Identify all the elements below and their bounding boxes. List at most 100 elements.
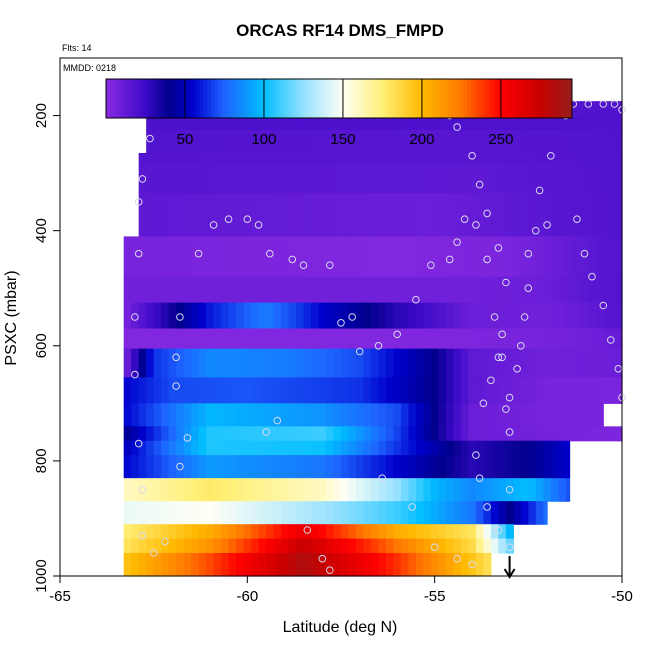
heatmap-cell <box>281 377 290 404</box>
heatmap-cell <box>236 302 245 330</box>
heatmap-cell <box>460 538 469 554</box>
heatmap-cell <box>213 193 222 238</box>
heatmap-cell <box>483 115 492 131</box>
heatmap-cell <box>161 115 170 131</box>
heatmap-cell <box>221 440 230 456</box>
heatmap-cell <box>385 276 395 304</box>
heatmap-cell <box>228 552 237 577</box>
heatmap-cell <box>348 440 357 456</box>
colorbar-segment <box>133 79 138 118</box>
heatmap-cell <box>385 478 395 502</box>
heatmap-cell <box>438 440 447 456</box>
heatmap-cell <box>251 377 260 404</box>
heatmap-cell <box>408 377 417 404</box>
heatmap-cell <box>513 501 522 525</box>
heatmap-cell <box>341 276 350 304</box>
heatmap-cell <box>146 501 155 525</box>
heatmap-cell <box>123 302 132 330</box>
heatmap-cell <box>453 236 462 278</box>
heatmap-cell <box>438 302 447 330</box>
heatmap-cell <box>535 328 544 350</box>
heatmap-cell <box>131 552 140 577</box>
heatmap-cell <box>370 236 380 278</box>
heatmap-cell <box>176 538 185 554</box>
heatmap-cell <box>445 302 454 330</box>
heatmap-cell <box>468 377 477 404</box>
heatmap-cell <box>595 328 604 350</box>
heatmap-cell <box>153 152 162 166</box>
heatmap-cell <box>243 538 252 554</box>
heatmap-cell <box>438 276 447 304</box>
heatmap-cell <box>513 164 522 194</box>
heatmap-cell <box>483 440 492 456</box>
heatmap-cell <box>363 129 372 154</box>
heatmap-cell <box>475 164 484 194</box>
heatmap-cell <box>303 276 312 304</box>
heatmap-cell <box>131 538 140 554</box>
heatmap-cell <box>266 302 275 330</box>
heatmap-cell <box>453 276 462 304</box>
heatmap-cell <box>558 348 567 379</box>
heatmap-cell <box>281 152 290 166</box>
heatmap-cell <box>221 478 230 502</box>
flight-point <box>610 100 619 108</box>
flight-point <box>505 543 514 552</box>
heatmap-cell <box>363 348 372 379</box>
heatmap-cell <box>333 276 342 304</box>
flight-point <box>194 249 203 258</box>
heatmap-cell <box>348 538 357 554</box>
heatmap-cell <box>423 455 432 479</box>
heatmap-cell <box>131 328 140 350</box>
heatmap-cell <box>288 193 297 238</box>
heatmap-cell <box>198 193 207 238</box>
heatmap-cell <box>318 524 327 540</box>
heatmap-cell <box>138 276 147 304</box>
heatmap-cell <box>363 276 372 304</box>
heatmap-cell <box>543 426 552 442</box>
heatmap-cell <box>221 455 230 479</box>
heatmap-cell <box>438 501 447 525</box>
heatmap-cell <box>258 115 267 131</box>
heatmap-cell <box>430 115 440 131</box>
heatmap-cell <box>415 524 425 540</box>
heatmap-cell <box>355 478 365 502</box>
colorbar-segment <box>560 79 565 118</box>
flight-point <box>134 198 143 206</box>
colorbar-segment <box>389 79 394 118</box>
heatmap-cell <box>168 302 177 330</box>
heatmap-cell <box>520 302 529 330</box>
heatmap-cell <box>618 164 623 194</box>
heatmap-cell <box>146 426 155 442</box>
heatmap-cell <box>408 236 417 278</box>
heatmap-cell <box>430 328 440 350</box>
heatmap-cell <box>535 236 544 278</box>
heatmap-cell <box>318 164 327 194</box>
heatmap-cell <box>400 193 410 238</box>
heatmap-cell <box>326 302 335 330</box>
heatmap-cell <box>415 152 425 166</box>
colorbar-segment <box>300 79 305 118</box>
heatmap-cell <box>573 348 582 379</box>
heatmap-cell <box>198 501 207 525</box>
heatmap-cell <box>460 426 469 442</box>
plot-frame <box>59 57 623 577</box>
heatmap-cell <box>251 455 260 479</box>
colorbar-segment <box>502 79 507 118</box>
heatmap-cell <box>603 164 612 194</box>
heatmap-cell <box>228 377 237 404</box>
heatmap-cell <box>243 193 252 238</box>
heatmap-cell <box>550 348 559 379</box>
heatmap-cell <box>363 524 372 540</box>
colorbar-tick-label: 250 <box>488 131 513 148</box>
heatmap-cell <box>341 164 350 194</box>
heatmap-cell <box>528 501 537 525</box>
heatmap-cell <box>475 501 484 525</box>
colorbar-segment <box>144 79 150 118</box>
heatmap-cell <box>528 377 537 404</box>
heatmap-cell <box>550 478 559 502</box>
heatmap-cell <box>475 276 484 304</box>
heatmap-cell <box>520 328 529 350</box>
heatmap-cell <box>483 455 492 479</box>
heatmap-cell <box>468 538 477 554</box>
heatmap-cell <box>460 276 469 304</box>
